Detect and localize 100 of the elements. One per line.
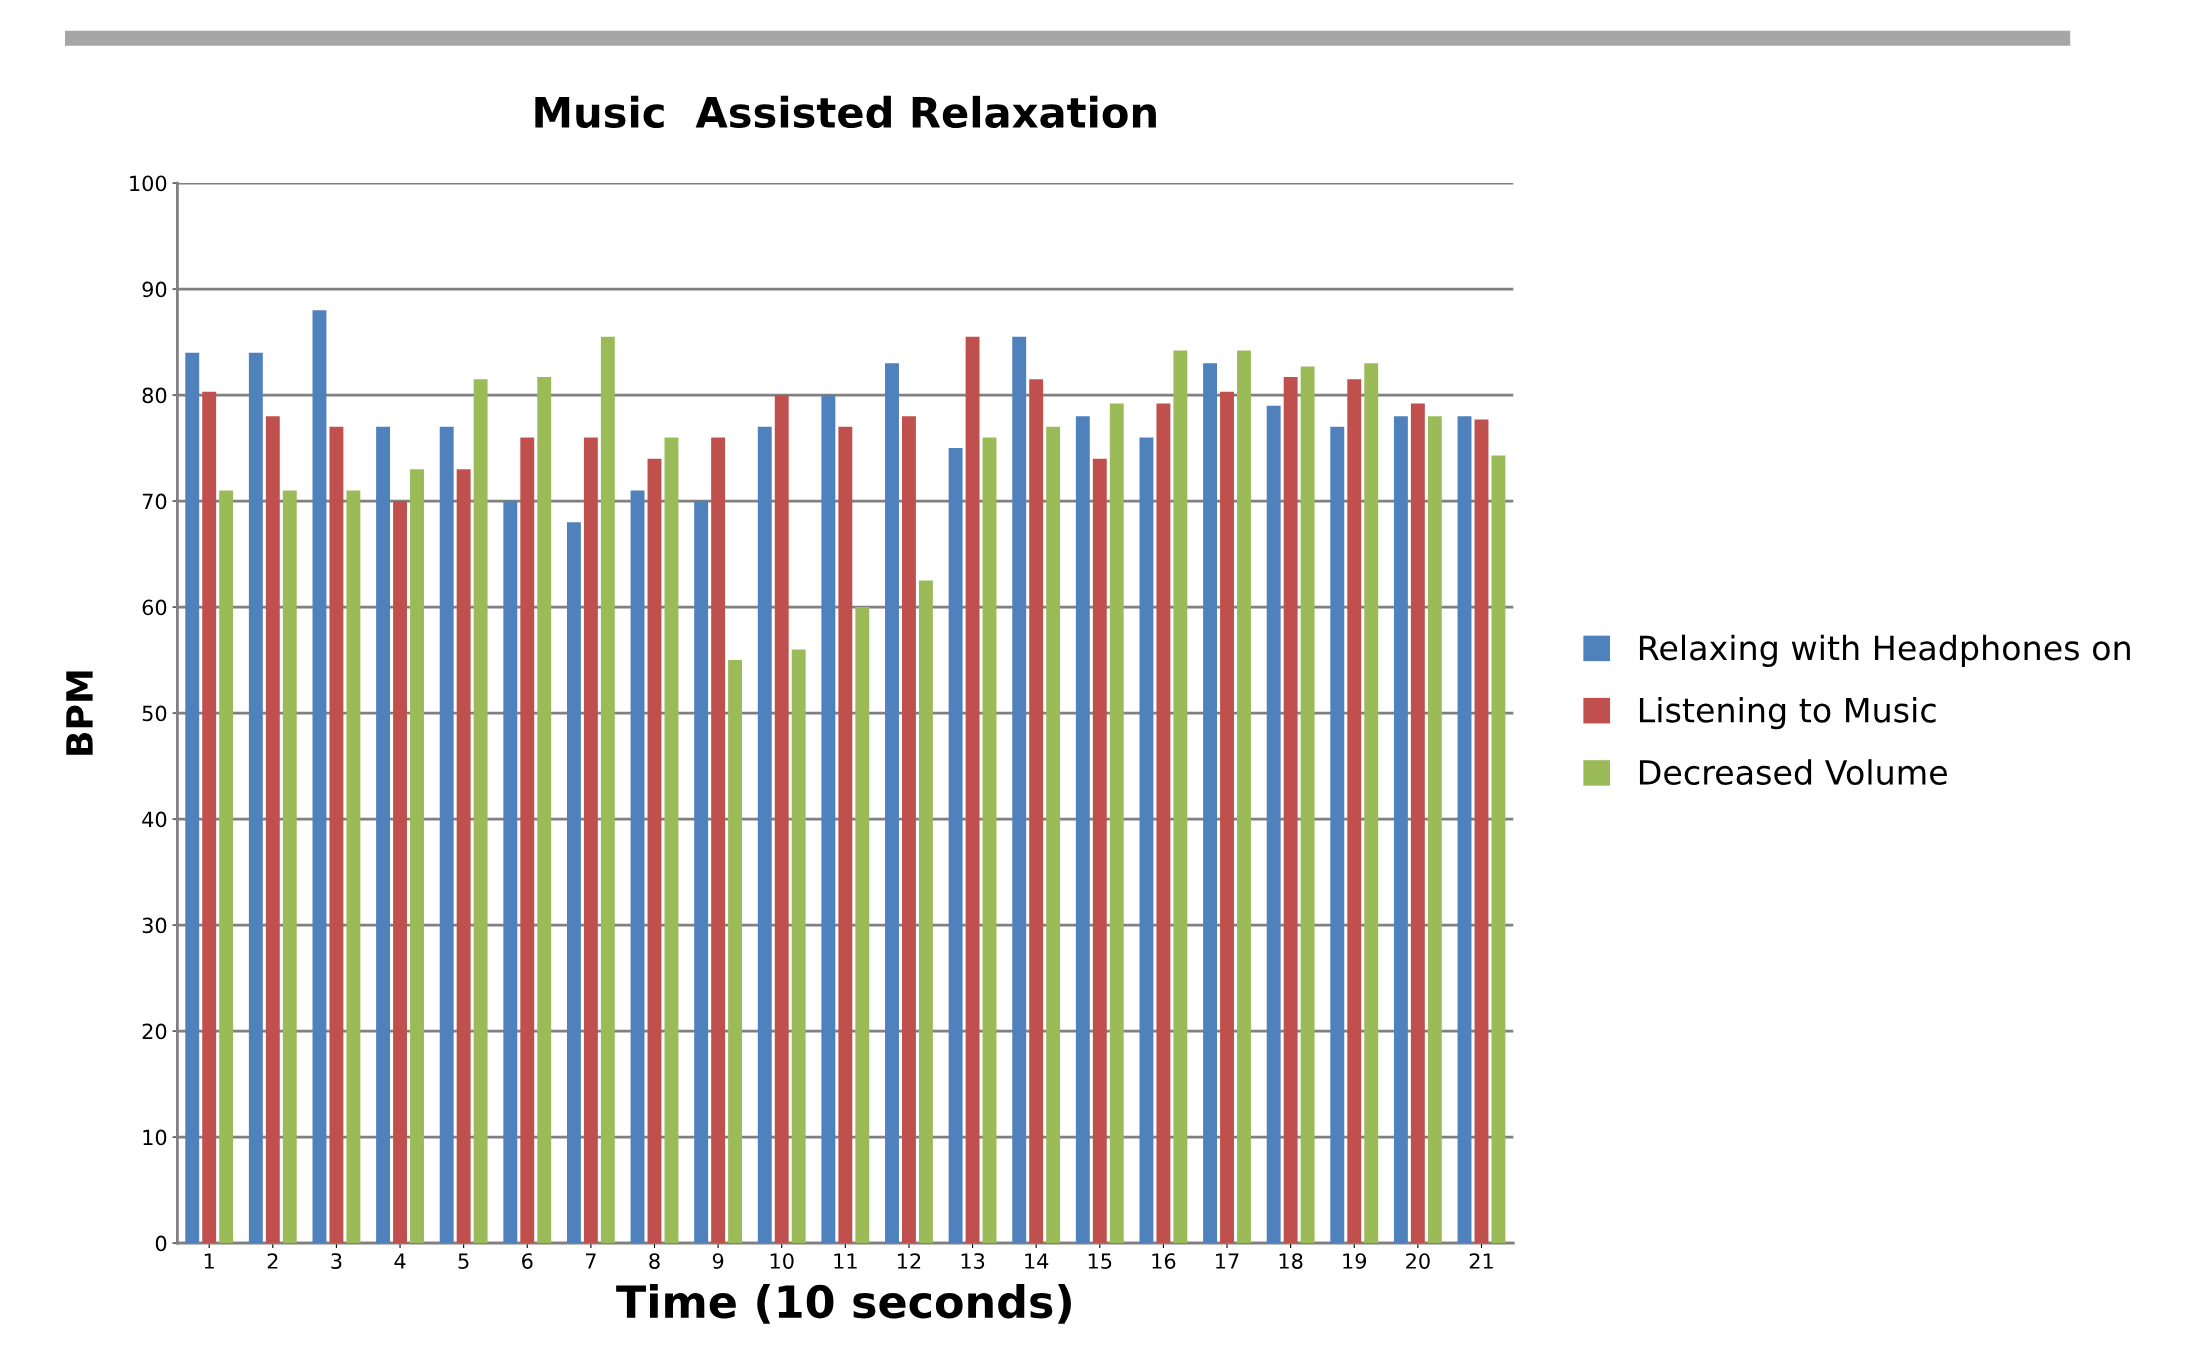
bar	[728, 660, 743, 1244]
bar	[647, 458, 662, 1244]
bar	[1029, 379, 1044, 1244]
bar	[600, 336, 615, 1244]
bar	[1109, 403, 1124, 1244]
bar	[664, 437, 679, 1244]
bar	[202, 391, 217, 1244]
x-tick-label: 13	[961, 1253, 985, 1269]
x-tick-label: 17	[1216, 1253, 1239, 1269]
bar	[282, 490, 297, 1244]
y-tick-label: 100	[130, 175, 167, 192]
x-tick-label: 3	[331, 1253, 342, 1269]
y-tick-label: 50	[142, 705, 167, 722]
bar	[346, 490, 361, 1244]
bar	[1220, 391, 1234, 1244]
bar	[774, 395, 789, 1244]
bar	[1266, 405, 1281, 1244]
x-tick-label: 20	[1406, 1253, 1430, 1269]
bar	[1046, 426, 1061, 1244]
bar	[757, 426, 772, 1244]
bar	[520, 437, 535, 1244]
bar	[1092, 458, 1107, 1244]
bar	[1283, 377, 1298, 1244]
bar	[248, 352, 263, 1244]
bar	[1474, 419, 1489, 1244]
bar	[329, 426, 344, 1244]
bar	[185, 352, 200, 1244]
x-tick-label: 19	[1343, 1253, 1367, 1269]
bar	[1330, 426, 1345, 1244]
bar	[948, 448, 963, 1244]
legend-label: Relaxing with Headphones on	[1639, 634, 2130, 667]
legend-label: Listening to Music	[1639, 696, 1936, 730]
x-tick-label: 21	[1469, 1253, 1493, 1269]
x-tick-label: 12	[897, 1253, 921, 1269]
bar	[630, 490, 645, 1244]
bar	[503, 501, 518, 1244]
bar	[410, 469, 424, 1244]
bar	[965, 336, 980, 1244]
bar	[1156, 403, 1171, 1244]
x-tick-label: 7	[585, 1253, 596, 1269]
x-tick-label: 1	[204, 1253, 214, 1269]
bar	[1364, 363, 1379, 1244]
bar	[1300, 366, 1315, 1244]
bar	[855, 607, 870, 1244]
bar	[566, 522, 581, 1244]
y-tick-label: 20	[142, 1023, 167, 1040]
x-tick-label: 4	[394, 1253, 406, 1269]
bar	[456, 469, 471, 1244]
bar	[694, 501, 709, 1244]
bar	[1075, 416, 1090, 1244]
bar	[885, 363, 899, 1244]
bar	[1457, 416, 1472, 1244]
x-tick-label: 14	[1025, 1253, 1049, 1269]
bar	[265, 416, 280, 1244]
bar	[473, 379, 488, 1244]
bar	[393, 501, 407, 1244]
bar	[982, 437, 997, 1244]
x-tick-label: 11	[834, 1253, 857, 1269]
chart-title: Music Assisted Relaxation	[535, 95, 1156, 129]
bar	[1139, 437, 1154, 1244]
x-tick-label: 6	[522, 1253, 533, 1269]
bar	[791, 649, 806, 1244]
y-tick-label: 30	[142, 917, 167, 934]
y-tick-label: 80	[142, 387, 167, 404]
x-tick-label: 15	[1088, 1253, 1112, 1269]
x-tick-label: 18	[1279, 1253, 1303, 1269]
bar	[1173, 350, 1188, 1244]
y-axis-title: BPM	[66, 671, 93, 755]
bar	[1203, 363, 1218, 1244]
y-tick-label: 90	[142, 281, 167, 298]
bar	[1237, 350, 1251, 1244]
bar	[583, 437, 598, 1244]
bar	[1347, 379, 1362, 1244]
y-tick-label: 0	[155, 1235, 167, 1252]
bar	[902, 416, 916, 1244]
bar	[312, 310, 327, 1244]
bar	[1410, 403, 1425, 1244]
y-tick-label: 60	[142, 599, 167, 616]
bar	[1491, 455, 1506, 1244]
x-tick-label: 8	[649, 1253, 660, 1269]
y-tick-label: 70	[142, 493, 167, 510]
bar	[219, 490, 234, 1244]
bar	[1393, 416, 1408, 1244]
bar	[1012, 336, 1027, 1244]
x-tick-label: 2	[267, 1253, 278, 1269]
bar	[537, 377, 552, 1244]
x-tick-label: 5	[458, 1253, 469, 1269]
bar	[821, 395, 836, 1244]
bar	[439, 426, 454, 1244]
bar	[838, 426, 853, 1244]
y-tick-label: 40	[142, 811, 167, 828]
x-axis-title: Time (10 seconds)	[616, 1284, 1071, 1324]
x-tick-label: 9	[712, 1253, 724, 1269]
legend-label: Decreased Volume	[1639, 759, 1947, 785]
bar	[376, 426, 391, 1244]
bar	[918, 580, 933, 1244]
x-tick-label: 10	[770, 1253, 794, 1269]
bar	[711, 437, 726, 1244]
bar	[1427, 416, 1442, 1244]
x-tick-label: 16	[1152, 1253, 1176, 1269]
